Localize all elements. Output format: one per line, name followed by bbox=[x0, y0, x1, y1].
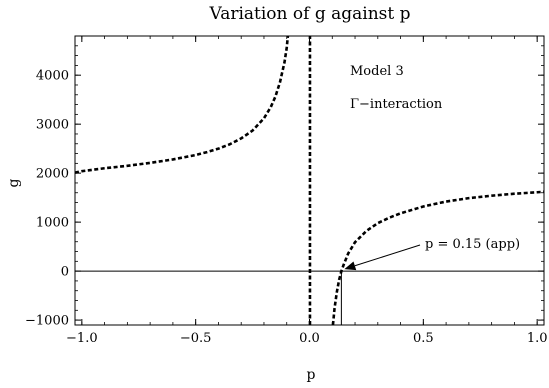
annotation-arrow-head bbox=[344, 261, 357, 271]
y-tick-label: 1000 bbox=[36, 216, 69, 231]
model-label: Model 3 bbox=[350, 64, 404, 79]
x-tick-label: −1.0 bbox=[66, 331, 98, 346]
x-axis-label: p bbox=[307, 367, 316, 383]
series-segment-3 bbox=[331, 190, 545, 326]
y-tick-label: 3000 bbox=[36, 118, 69, 133]
y-ticks: −1000 0 1000 2000 3000 4000 bbox=[25, 45, 544, 329]
x-tick-label: 0.5 bbox=[413, 331, 434, 346]
point-annotation: p = 0.15 (app) bbox=[344, 237, 520, 271]
x-tick-label: −0.5 bbox=[180, 331, 212, 346]
annotation-arrow-line bbox=[354, 244, 421, 267]
point-label: p = 0.15 (app) bbox=[425, 237, 520, 252]
x-tick-label: 1.0 bbox=[527, 331, 548, 346]
y-axis-label: g bbox=[6, 178, 22, 187]
x-tick-label: 0.0 bbox=[299, 331, 320, 346]
y-tick-label: 0 bbox=[61, 265, 69, 280]
y-tick-label: 4000 bbox=[36, 69, 69, 84]
x-ticks: −1.0 −0.5 0.0 0.5 1.0 bbox=[66, 36, 548, 346]
interaction-label: Γ−interaction bbox=[350, 97, 443, 112]
series-layer bbox=[74, 35, 545, 326]
series-segment-1 bbox=[74, 35, 290, 174]
y-tick-label: −1000 bbox=[25, 314, 69, 329]
y-tick-label: 2000 bbox=[36, 167, 69, 182]
chart-title: Variation of g against p bbox=[208, 4, 410, 24]
